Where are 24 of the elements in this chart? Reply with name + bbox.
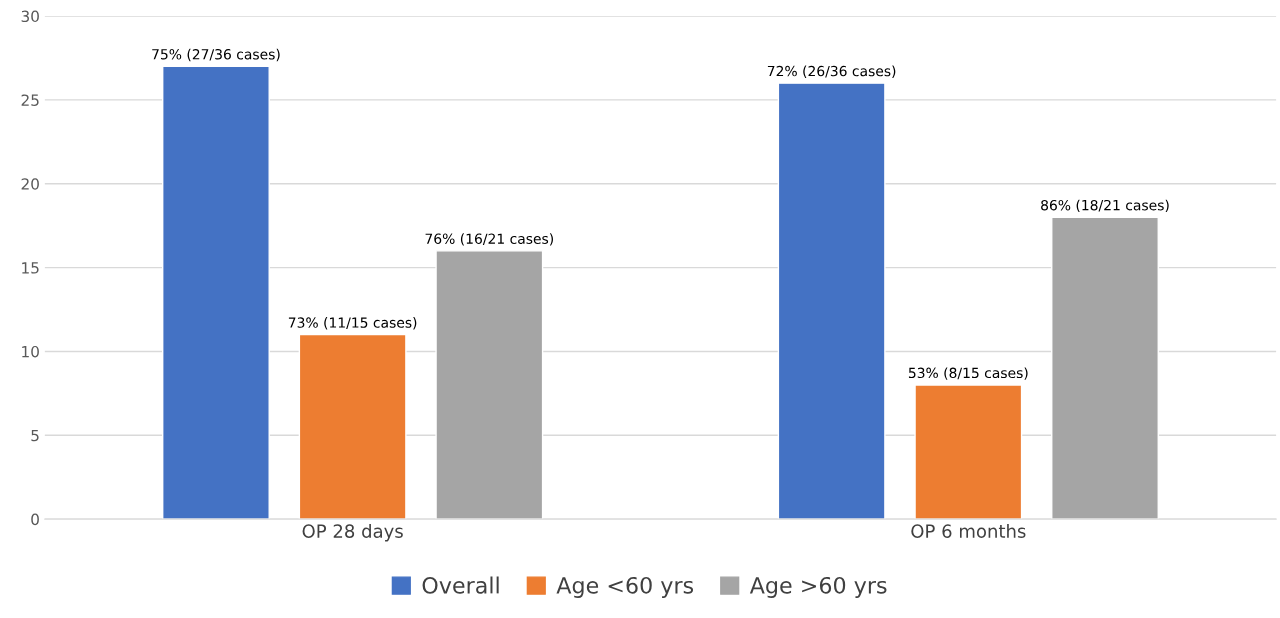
data-label: 76% (16/21 cases) (425, 233, 553, 246)
bar (162, 65, 270, 520)
x-tick-label: OP 6 months (911, 523, 1026, 538)
bar (435, 250, 544, 520)
x-tick-label: OP 28 days (302, 523, 403, 542)
data-label: 72% (26/36 cases) (767, 65, 896, 78)
data-label: 73% (11/15 cases) (288, 317, 417, 330)
bar (1051, 216, 1159, 520)
y-tick-label: 5 (31, 429, 39, 442)
legend-label: Age <60 yrs (556, 576, 694, 598)
y-tick-label: 15 (22, 262, 39, 274)
data-label: 75% (27/36 cases) (152, 48, 280, 62)
legend-label: Overall (422, 576, 499, 594)
y-tick-label: 20 (21, 178, 39, 190)
bar (914, 384, 1023, 520)
data-label: 86% (18/21 cases) (1041, 199, 1169, 213)
bar (298, 333, 407, 520)
data-label: 53% (8/15 cases) (908, 367, 1028, 380)
bar (777, 82, 886, 520)
y-tick-label: 30 (21, 10, 39, 23)
legend-label: Age >60 yrs (749, 576, 887, 598)
y-tick-label: 10 (22, 345, 39, 358)
y-tick-label: 0 (31, 513, 39, 526)
y-tick-label: 25 (21, 94, 39, 106)
